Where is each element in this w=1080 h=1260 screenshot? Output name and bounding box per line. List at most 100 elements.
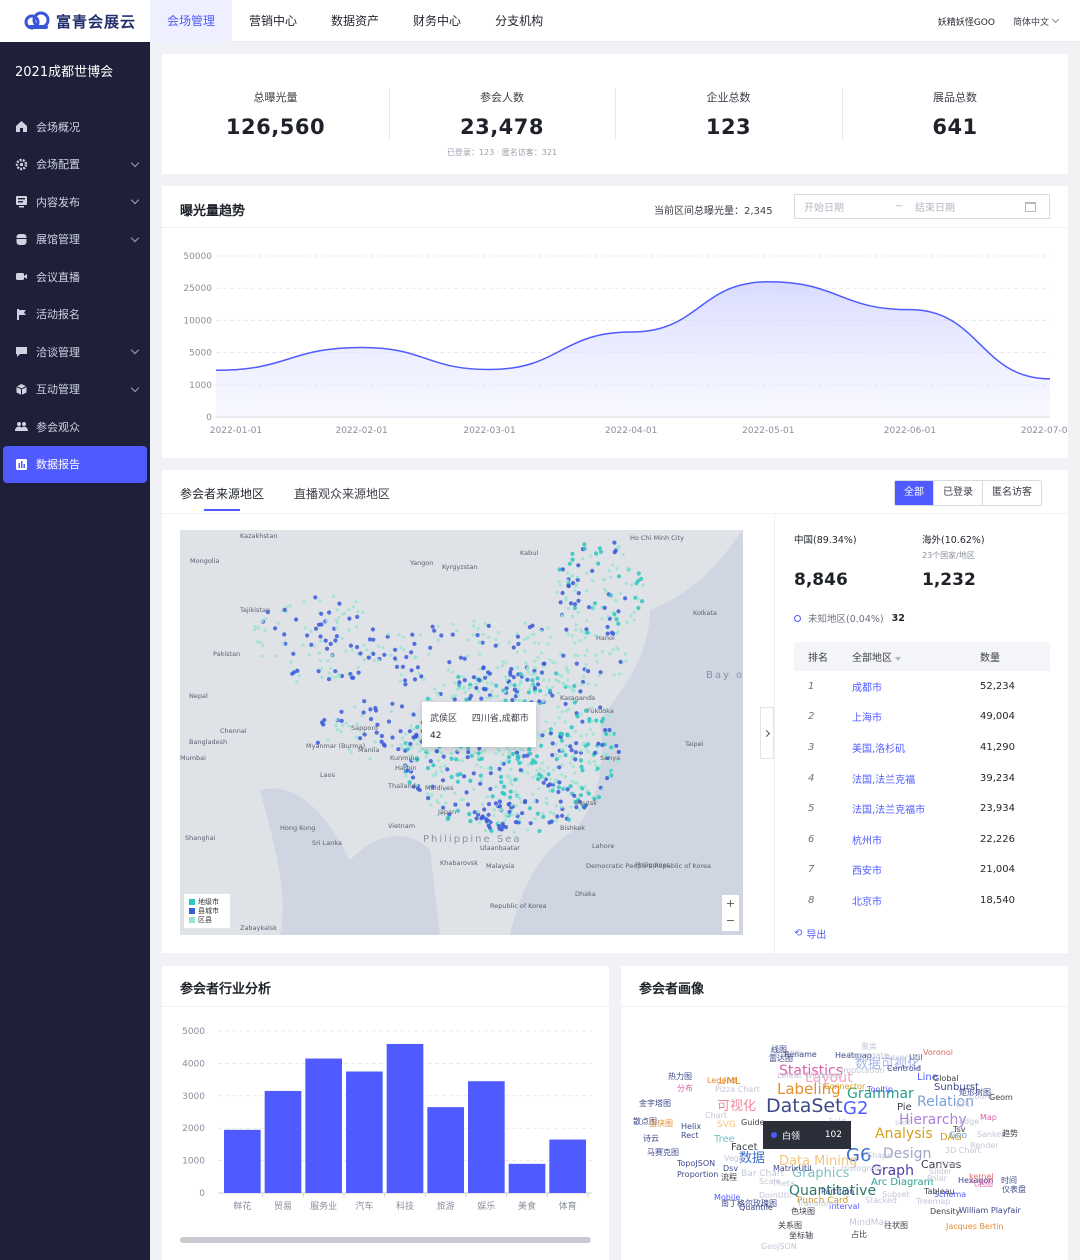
- cloud-word[interactable]: 3D Chart: [945, 1146, 981, 1155]
- cloud-word[interactable]: Polar: [927, 1174, 947, 1183]
- cloud-word[interactable]: GPL: [956, 1100, 972, 1109]
- cloud-word[interactable]: 流程: [721, 1173, 737, 1182]
- cloud-word[interactable]: Shape: [867, 1151, 893, 1160]
- cloud-word[interactable]: Guide: [741, 1118, 765, 1127]
- cloud-word[interactable]: Sankey: [977, 1130, 1007, 1139]
- cloud-word[interactable]: Rect: [681, 1131, 699, 1140]
- cloud-word[interactable]: G6: [846, 1145, 872, 1166]
- sidebar-item-7[interactable]: 互动管理: [0, 371, 150, 409]
- cloud-word[interactable]: Stacked: [865, 1196, 897, 1205]
- cloud-word[interactable]: 诗云: [643, 1134, 659, 1143]
- cloud-word[interactable]: Dsv: [723, 1164, 739, 1173]
- end-date-input[interactable]: 结束日期: [915, 203, 955, 214]
- cloud-word[interactable]: Hierarchy: [899, 1112, 967, 1128]
- tab-participant-region[interactable]: 参会者来源地区: [180, 487, 265, 501]
- cloud-word[interactable]: Rename: [784, 1050, 817, 1059]
- cloud-word[interactable]: 金字塔图: [639, 1099, 671, 1108]
- cloud-word[interactable]: 热力图: [668, 1072, 692, 1081]
- sidebar-item-4[interactable]: 会议直播: [0, 258, 150, 296]
- tab-4[interactable]: 分支机构: [495, 14, 544, 28]
- cloud-word[interactable]: Hexagon: [958, 1176, 994, 1185]
- cloud-word[interactable]: 矩形树图: [959, 1088, 991, 1097]
- cloud-word[interactable]: Bar Chart: [741, 1169, 784, 1179]
- cloud-word[interactable]: Grammar: [847, 1086, 914, 1102]
- city-link[interactable]: 法国,法兰克福市: [852, 805, 926, 817]
- export-button[interactable]: ⟲ 导出: [794, 926, 826, 941]
- sidebar-item-9[interactable]: 数据报告: [3, 445, 147, 483]
- cloud-word[interactable]: 数据可视化: [855, 1057, 921, 1072]
- cloud-word[interactable]: Pie: [897, 1102, 912, 1113]
- cloud-word[interactable]: Canvas: [921, 1158, 962, 1171]
- legend-item[interactable]: 县城市: [189, 906, 230, 915]
- cloud-word[interactable]: Util: [909, 1053, 923, 1062]
- filter-anonymous[interactable]: 匿名访客: [982, 481, 1041, 505]
- cloud-word[interactable]: Partition: [821, 1187, 855, 1196]
- city-link[interactable]: 法国,法兰克福: [852, 774, 916, 786]
- cloud-word[interactable]: Arc Diagram: [871, 1177, 934, 1188]
- cloud-word[interactable]: GeoJSON: [761, 1242, 797, 1251]
- cloud-word[interactable]: 玉玦图: [649, 1119, 673, 1128]
- cloud-word[interactable]: Global: [933, 1074, 959, 1083]
- cloud-word[interactable]: Punch Card: [797, 1196, 849, 1206]
- cloud-word[interactable]: Theta: [772, 1179, 795, 1188]
- cloud-word[interactable]: SVG: [717, 1120, 736, 1130]
- cloud-word[interactable]: Subset: [882, 1190, 910, 1199]
- cloud-word[interactable]: 趋势: [1002, 1129, 1018, 1138]
- cloud-word[interactable]: kernel: [969, 1172, 994, 1181]
- cloud-word[interactable]: Jacques Bertin: [946, 1222, 1004, 1231]
- cloud-word[interactable]: Binning: [770, 1048, 801, 1057]
- cloud-word[interactable]: Imputation: [841, 1066, 885, 1075]
- sidebar-item-6[interactable]: 洽谈管理: [0, 333, 150, 371]
- panel-toggle-button[interactable]: [760, 707, 774, 759]
- cloud-word[interactable]: Labeling: [777, 1080, 841, 1098]
- cloud-word[interactable]: Schema: [934, 1190, 967, 1199]
- table-row[interactable]: 2 上海市 49,004: [794, 702, 1050, 733]
- date-range-picker[interactable]: 开始日期 ~ 结束日期: [794, 194, 1050, 219]
- cloud-word[interactable]: Interval: [829, 1202, 860, 1211]
- cloud-word[interactable]: Quantitative: [789, 1183, 877, 1199]
- sidebar-item-2[interactable]: 内容发布: [0, 183, 150, 221]
- cloud-word[interactable]: Tableau: [924, 1187, 955, 1196]
- cloud-word[interactable]: Slider: [929, 1167, 952, 1176]
- city-link[interactable]: 西安市: [852, 866, 882, 878]
- cloud-word[interactable]: 聚类: [861, 1042, 877, 1051]
- tab-3[interactable]: 财务中心: [413, 14, 462, 28]
- sidebar-item-1[interactable]: 会场配置: [0, 146, 150, 184]
- city-link[interactable]: 北京市: [852, 896, 882, 908]
- filter-all[interactable]: 全部: [895, 481, 933, 505]
- cloud-word[interactable]: Density: [930, 1207, 961, 1216]
- table-row[interactable]: 3 美国,洛杉矶 41,290: [794, 732, 1050, 763]
- city-link[interactable]: 成都市: [852, 682, 882, 694]
- cloud-word[interactable]: Data Mining: [779, 1154, 858, 1169]
- cloud-word[interactable]: 色块图: [791, 1207, 815, 1216]
- cloud-word[interactable]: Coord: [969, 1092, 993, 1101]
- cloud-word[interactable]: 散点图: [633, 1117, 657, 1126]
- cloud-word[interactable]: Facet: [731, 1142, 758, 1153]
- cloud-word[interactable]: Lefeat Wilkinson: [777, 1071, 843, 1080]
- cloud-word[interactable]: Scale: [759, 1177, 781, 1186]
- legend-item[interactable]: 地级市: [189, 897, 230, 906]
- cloud-word[interactable]: MatrixUtil: [773, 1164, 812, 1173]
- sidebar-item-5[interactable]: 活动报名: [0, 296, 150, 334]
- cloud-word[interactable]: Transform: [797, 1199, 837, 1208]
- cloud-word[interactable]: 柱状图: [884, 1221, 908, 1230]
- cloud-word[interactable]: Tree: [714, 1134, 735, 1145]
- table-row[interactable]: 1 成都市 52,234: [794, 671, 1050, 702]
- cloud-word[interactable]: Layout: [805, 1070, 853, 1086]
- cloud-word[interactable]: UML: [719, 1076, 741, 1087]
- horizontal-scrollbar[interactable]: [180, 1237, 591, 1243]
- cloud-word[interactable]: Connector: [824, 1082, 866, 1091]
- cloud-word[interactable]: DAG: [940, 1132, 962, 1143]
- cloud-word[interactable]: Reverse: [885, 1053, 918, 1062]
- cloud-word[interactable]: Geo: [949, 1131, 968, 1141]
- cloud-word[interactable]: Voronoi: [923, 1048, 953, 1057]
- table-row[interactable]: 6 杭州市 22,226: [794, 824, 1050, 855]
- cloud-word[interactable]: Design: [883, 1146, 932, 1162]
- cloud-word[interactable]: Render: [970, 1141, 999, 1150]
- cloud-word[interactable]: 线图: [771, 1045, 787, 1054]
- zoom-in-button[interactable]: +: [725, 897, 736, 910]
- tab-1[interactable]: 营销中心: [249, 14, 298, 28]
- logo[interactable]: 富青会展云: [0, 0, 150, 42]
- start-date-input[interactable]: 开始日期: [804, 203, 844, 214]
- cloud-word[interactable]: Helix: [681, 1122, 702, 1131]
